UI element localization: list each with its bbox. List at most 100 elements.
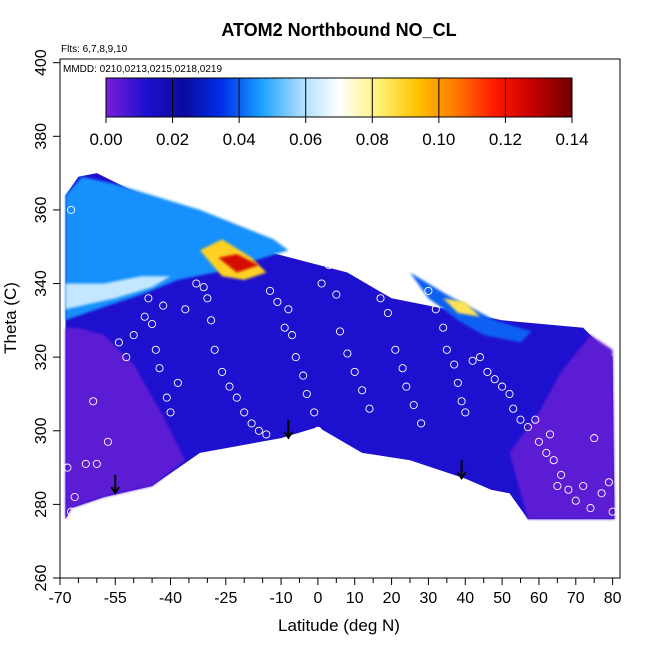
sample-point (604, 478, 613, 487)
chart-title: ATOM2 Northbound NO_CL (221, 20, 456, 40)
sample-point (531, 415, 540, 424)
sample-point (439, 323, 448, 332)
x-tick-label: -10 (269, 590, 292, 607)
x-tick-label: 40 (456, 590, 474, 607)
sample-point (534, 437, 543, 446)
sample-point (70, 492, 79, 502)
dates-label: MMDD: 0210,0213,0215,0218,0219 (63, 64, 222, 75)
sample-point (280, 323, 289, 332)
sample-point (313, 426, 322, 435)
sample-point (122, 353, 131, 362)
sample-point (398, 364, 407, 373)
sample-point (409, 400, 418, 410)
sample-point (453, 378, 462, 387)
sample-point (284, 305, 293, 314)
vertical-arrows (110, 419, 467, 495)
sample-point (579, 481, 588, 491)
colorbar-tick-label: 0.04 (223, 130, 256, 149)
sample-point (475, 353, 485, 362)
sample-point (232, 393, 241, 402)
sample-point (557, 470, 566, 479)
sample-point (67, 205, 76, 214)
field-region-north-upper-band (410, 272, 532, 343)
sample-point (431, 305, 440, 314)
sample-point (225, 382, 234, 391)
x-tick-label: -40 (159, 590, 182, 607)
sample-point (545, 430, 555, 439)
sample-point (265, 286, 275, 295)
sample-point (155, 364, 164, 373)
sample-point (173, 378, 182, 387)
sample-point (63, 463, 72, 472)
sample-point (203, 294, 212, 303)
sample-point (262, 430, 271, 439)
sample-point (498, 382, 507, 391)
sample-point (67, 507, 76, 516)
field-region-purple-low-north (509, 335, 615, 520)
sample-point (509, 404, 518, 413)
sample-point (317, 279, 326, 288)
sample-point (159, 301, 168, 310)
sample-point (162, 393, 171, 402)
sample-point (571, 496, 580, 505)
colorbar: 0.00 0.02 0.04 0.06 0.08 0.10 0.12 0.14 (89, 77, 589, 149)
sample-point (92, 459, 101, 468)
sample-point (516, 415, 525, 424)
sample-point (324, 261, 333, 270)
sample-point (181, 305, 190, 314)
sample-point (450, 360, 459, 369)
sample-point (103, 437, 112, 446)
sample-point (288, 331, 297, 340)
field-region-north-bright-patch (443, 298, 480, 317)
sample-point (483, 367, 492, 376)
sample-point (424, 286, 433, 295)
y-tick-label: 400 (33, 49, 50, 76)
sample-point (468, 356, 477, 365)
x-tick-label: 20 (383, 590, 401, 607)
sample-point (332, 290, 341, 299)
sample-points (63, 205, 617, 516)
sample-point (376, 294, 385, 303)
color-field (65, 173, 615, 520)
x-tick-label: 50 (493, 590, 511, 607)
sample-point (218, 367, 227, 376)
sample-point (461, 408, 470, 417)
sample-point (207, 316, 216, 325)
colorbar-tick-label: 0.02 (156, 130, 189, 149)
sample-point (417, 419, 426, 428)
sample-point (166, 408, 175, 417)
sample-point (442, 345, 451, 354)
sample-point (291, 353, 300, 362)
x-tick-label: 0 (313, 590, 322, 607)
field-region-purple-low-south (65, 327, 186, 520)
field-region-very-light-layer (65, 276, 171, 310)
arrow-head (110, 486, 121, 495)
sample-point (310, 408, 319, 417)
sample-point (140, 312, 149, 321)
sample-point (199, 283, 208, 292)
flights-label: Flts: 6,7,8,9,10 (61, 44, 128, 55)
sample-point (240, 408, 249, 417)
colorbar-tick-label: 0.06 (289, 130, 322, 149)
sample-point (254, 426, 263, 435)
sample-point (144, 294, 153, 303)
colorbar-tick-label: 0.08 (356, 130, 389, 149)
sample-point (192, 279, 201, 288)
y-tick-label: 380 (33, 123, 50, 150)
sample-point (343, 349, 352, 358)
x-tick-label: -25 (214, 590, 237, 607)
sample-point (335, 327, 345, 336)
sample-point (597, 489, 606, 498)
sample-point (391, 345, 400, 354)
sample-point (549, 456, 558, 465)
sample-point (553, 481, 562, 491)
sample-point (505, 389, 514, 399)
y-tick-label: 280 (33, 491, 50, 518)
arrow-head (456, 471, 467, 481)
sample-point (490, 375, 499, 384)
sample-point (457, 397, 466, 406)
sample-point (358, 386, 367, 395)
x-tick-label: 70 (567, 590, 585, 607)
sample-point (151, 345, 160, 354)
